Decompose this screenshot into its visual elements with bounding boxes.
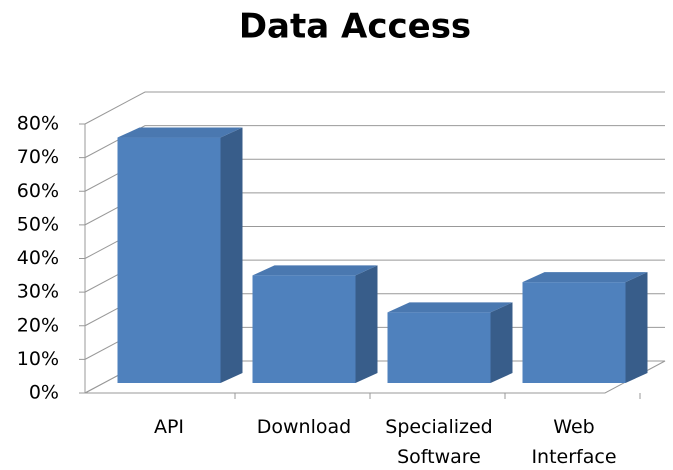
- bar-top: [522, 272, 648, 283]
- bar-side: [220, 127, 243, 383]
- x-tick-label: Web Interface: [531, 416, 617, 468]
- y-tick-label: 10%: [17, 348, 59, 370]
- bar-side: [625, 272, 648, 383]
- bar-side: [355, 265, 378, 383]
- grid-line: [84, 91, 665, 125]
- bar-top: [117, 127, 243, 138]
- y-tick-label: 0%: [29, 382, 59, 404]
- bar-top: [387, 302, 513, 313]
- x-tick-label: API: [153, 416, 185, 438]
- y-tick-label: 40%: [17, 247, 59, 269]
- y-tick-label: 20%: [17, 314, 59, 336]
- bar: [522, 282, 626, 383]
- x-tick-label: Download: [256, 416, 352, 438]
- grid-line: [84, 125, 665, 159]
- chart-title: Data Access: [239, 7, 471, 47]
- bar-top: [252, 265, 378, 276]
- y-tick-label: 50%: [17, 213, 59, 235]
- bar: [387, 312, 491, 383]
- y-tick-label: 70%: [17, 146, 59, 168]
- y-tick-label: 30%: [17, 281, 59, 303]
- bar: [252, 275, 356, 383]
- bar-side: [490, 302, 513, 383]
- bar: [117, 137, 221, 383]
- y-tick-label: 60%: [17, 180, 59, 202]
- x-tick-label: Specialized Software: [385, 416, 493, 468]
- y-tick-label: 80%: [17, 113, 59, 135]
